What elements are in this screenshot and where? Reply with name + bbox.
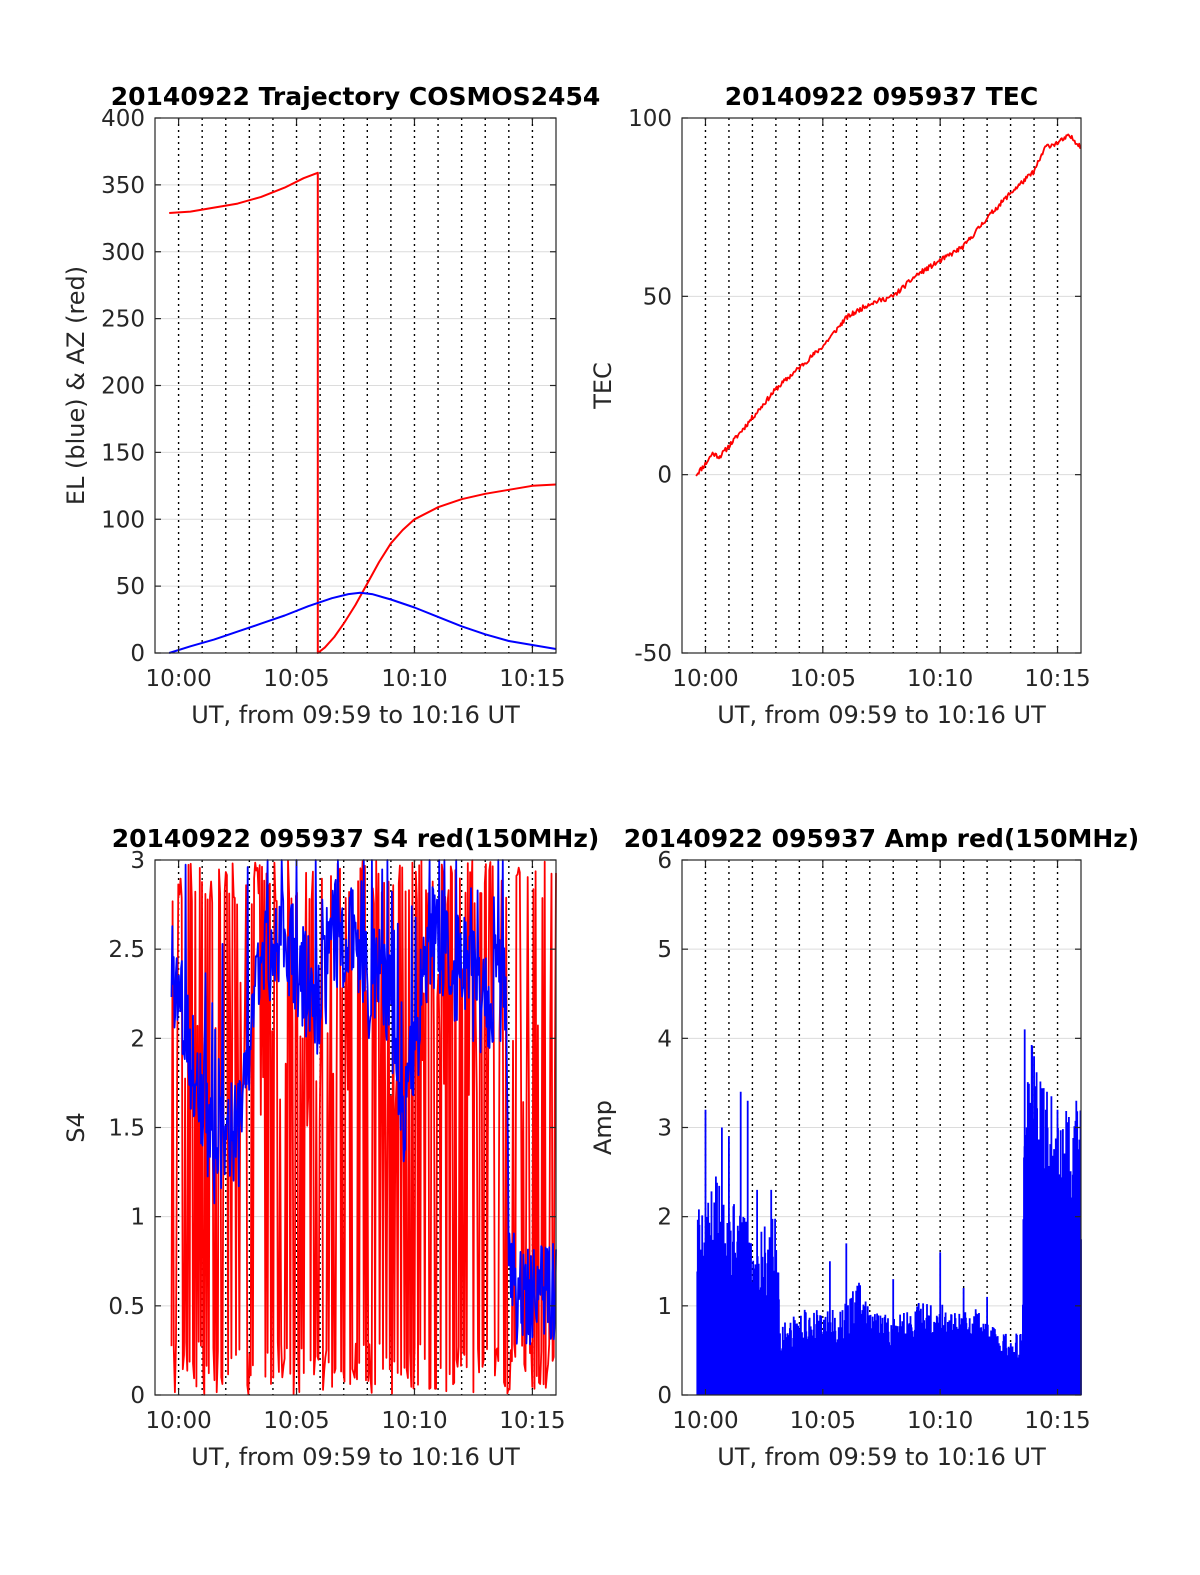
y-tick-label: 2 [130, 1026, 145, 1052]
x-tick-label: 10:15 [499, 666, 565, 692]
series-zero-line [169, 171, 557, 654]
chart-title: 20140922 Trajectory COSMOS2454 [111, 82, 601, 111]
y-tick-label: 300 [101, 240, 145, 266]
y-tick-label: 2.5 [108, 937, 145, 963]
y-tick-label: 350 [101, 173, 145, 199]
x-tick-label: 10:10 [381, 666, 447, 692]
axes-frame [681, 117, 1082, 654]
x-tick-label: 10:10 [907, 666, 973, 692]
y-axis-label: TEC [589, 362, 617, 410]
chart-title: 20140922 095937 TEC [725, 82, 1038, 111]
x-tick-label: 10:10 [381, 1408, 447, 1434]
series-one-line [168, 591, 557, 654]
x-axis-label: UT, from 09:59 to 10:16 UT [717, 1443, 1046, 1471]
x-tick-label: 10:00 [145, 666, 211, 692]
chart-title: 20140922 095937 Amp red(150MHz) [624, 824, 1140, 853]
y-axis-label: S4 [62, 1112, 90, 1143]
x-tick-label: 10:10 [907, 1408, 973, 1434]
x-axis-label: UT, from 09:59 to 10:16 UT [717, 701, 1046, 729]
y-tick-label: 150 [101, 440, 145, 466]
y-tick-label: 2 [657, 1205, 672, 1231]
y-tick-label: 0 [657, 1383, 672, 1409]
x-tick-label: 10:15 [1024, 1408, 1090, 1434]
x-tick-label: 10:05 [790, 1408, 856, 1434]
y-tick-label: 1 [130, 1205, 145, 1231]
y-tick-label: 0 [130, 1383, 145, 1409]
x-tick-label: 10:05 [790, 666, 856, 692]
y-tick-label: 400 [101, 106, 145, 132]
y-tick-label: 4 [657, 1026, 672, 1052]
series-zero-line [695, 133, 1082, 477]
y-tick-label: 100 [628, 106, 672, 132]
y-tick-label: 0 [130, 641, 145, 667]
y-tick-label: 100 [101, 507, 145, 533]
x-tick-label: 10:00 [672, 666, 738, 692]
y-tick-label: 0 [657, 463, 672, 489]
series-zero-line [696, 1029, 1082, 1395]
y-tick-label: 3 [130, 848, 145, 874]
y-tick-label: 1.5 [108, 1116, 145, 1142]
x-axis-label: UT, from 09:59 to 10:16 UT [191, 701, 520, 729]
y-tick-label: -50 [634, 641, 672, 667]
x-axis-label: UT, from 09:59 to 10:16 UT [191, 1443, 520, 1471]
y-tick-label: 200 [101, 374, 145, 400]
x-tick-label: 10:05 [263, 1408, 329, 1434]
x-tick-label: 10:15 [1024, 666, 1090, 692]
y-tick-label: 1 [657, 1294, 672, 1320]
y-tick-label: 50 [643, 284, 672, 310]
y-axis-label: Amp [589, 1100, 617, 1155]
x-tick-label: 10:00 [145, 1408, 211, 1434]
y-tick-label: 5 [657, 937, 672, 963]
y-tick-label: 50 [116, 574, 145, 600]
series-zero-line [170, 859, 557, 1396]
y-axis-label: EL (blue) & AZ (red) [62, 266, 90, 505]
y-tick-label: 3 [657, 1116, 672, 1142]
x-tick-label: 10:15 [499, 1408, 565, 1434]
y-tick-label: 0.5 [108, 1294, 145, 1320]
amp-plot: 0 1 2 3 4 5 6 10:00 10:05 10:10 10:15 20140922 0959… [589, 824, 1139, 1471]
x-tick-label: 10:00 [672, 1408, 738, 1434]
tec-plot: -50 0 50 100 10:00 10:05 10:10 10:15 20140922 09… [589, 82, 1091, 729]
y-tick-label: 6 [657, 848, 672, 874]
chart-title: 20140922 095937 S4 red(150MHz) [112, 824, 600, 853]
x-tick-label: 10:05 [263, 666, 329, 692]
y-tick-label: 250 [101, 307, 145, 333]
s4-plot: 0 0.5 1 1.5 2 2.5 3 10:00 10:05 10:10 10:15 2014092… [62, 824, 599, 1471]
trajectory-plot: 0 50 100 150 200 250 300 350 400 10:00 10:05 10:10 1… [62, 82, 600, 729]
